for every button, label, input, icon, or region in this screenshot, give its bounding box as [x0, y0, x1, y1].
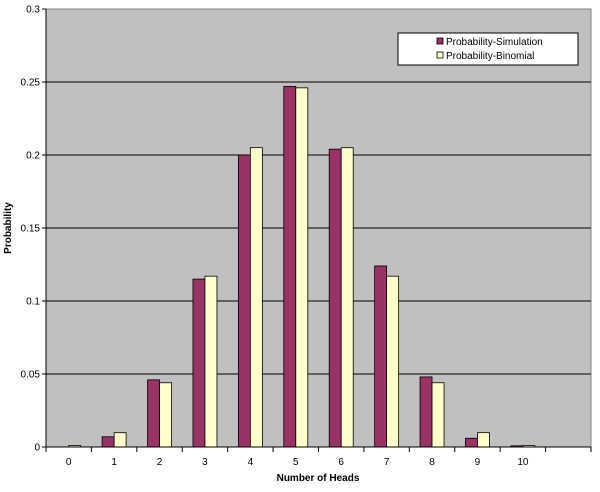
- x-tick-label: 8: [429, 457, 435, 468]
- bar-binomial-2: [159, 382, 172, 448]
- x-tick-label: 4: [248, 457, 254, 468]
- x-tick-label: 6: [338, 457, 344, 468]
- bar-simulation-5: [283, 85, 297, 448]
- y-tick-label: 0.25: [21, 78, 41, 89]
- x-tick-label: 7: [384, 457, 390, 468]
- legend-label-simulation: Probability-Simulation: [446, 37, 543, 48]
- y-tick-label: 0.2: [26, 151, 40, 162]
- bar-binomial-4: [249, 147, 263, 448]
- x-tick-label: 1: [111, 457, 117, 468]
- x-tick-label: 3: [202, 457, 208, 468]
- bar-binomial-9: [477, 432, 490, 448]
- legend-label-binomial: Probability-Binomial: [446, 51, 534, 62]
- bar-simulation-3: [192, 278, 206, 448]
- bar-binomial-7: [386, 275, 400, 448]
- bar-simulation-6: [328, 148, 342, 448]
- bars: [68, 85, 536, 448]
- bar-simulation-2: [147, 379, 160, 448]
- bar-binomial-1: [113, 432, 127, 448]
- y-tick-label: 0.1: [26, 297, 40, 308]
- x-tick-label: 2: [157, 457, 163, 468]
- bar-simulation-8: [419, 376, 433, 448]
- legend: Probability-Simulation Probability-Binom…: [397, 32, 579, 66]
- y-tick-label: 0.3: [26, 5, 40, 16]
- x-tick-label: 10: [517, 457, 529, 468]
- bar-binomial-3: [204, 275, 218, 448]
- tick-labels: 0 0.05 0.1 0.15 0.2 0.25 0.3 0 1 2 3 4 5 6 7 8 9 10: [21, 5, 529, 469]
- y-axis-title: Probability: [3, 202, 14, 254]
- bar-simulation-7: [374, 265, 388, 448]
- axes: [42, 8, 592, 452]
- x-tick-label: 9: [475, 457, 481, 468]
- legend-box: [397, 32, 579, 66]
- bar-simulation-4: [237, 154, 251, 448]
- x-tick-label: 0: [66, 457, 72, 468]
- bar-simulation-1: [101, 436, 115, 448]
- bar-binomial-5: [295, 87, 309, 448]
- bar-binomial-6: [340, 147, 354, 448]
- x-axis-title: Number of Heads: [277, 473, 360, 484]
- gridlines: [46, 81, 591, 375]
- bar-simulation-9: [465, 437, 478, 448]
- legend-swatch-binomial: [436, 51, 444, 59]
- y-tick-label: 0: [34, 443, 40, 454]
- y-tick-label: 0.05: [21, 370, 41, 381]
- legend-swatch-simulation: [436, 37, 444, 45]
- x-tick-label: 5: [293, 457, 299, 468]
- y-tick-label: 0.15: [21, 224, 41, 235]
- bar-binomial-8: [431, 382, 445, 448]
